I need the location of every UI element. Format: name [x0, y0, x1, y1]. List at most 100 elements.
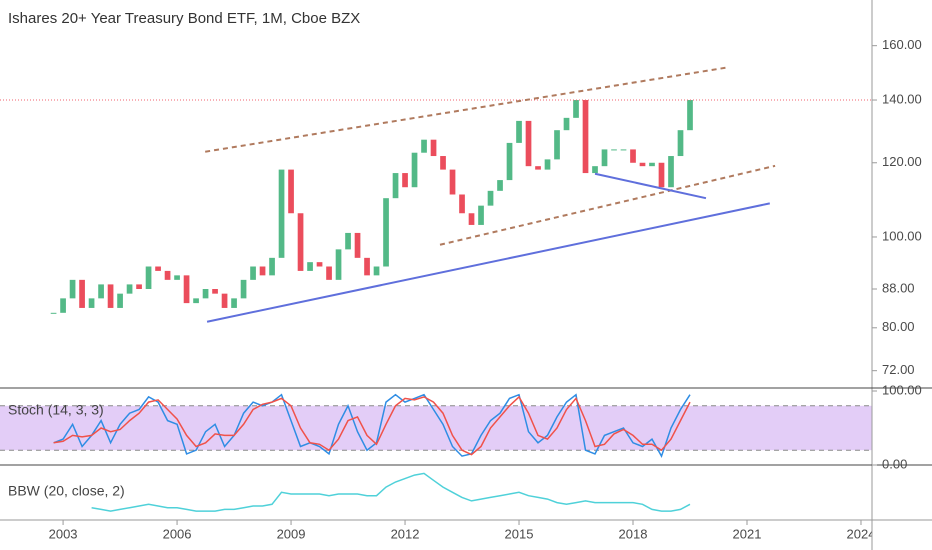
y-tick-label: 120.00: [882, 154, 922, 169]
candle: [335, 249, 342, 280]
series-line: [53, 393, 691, 458]
candle: [221, 293, 228, 308]
chart-title: Ishares 20+ Year Treasury Bond ETF, 1M, …: [8, 10, 360, 27]
candle: [582, 100, 589, 174]
candle: [668, 156, 674, 188]
y-tick-label: 100.00: [882, 382, 922, 397]
candle: [573, 100, 579, 118]
candle: [88, 298, 95, 308]
trend-line: [439, 164, 776, 246]
candle: [516, 120, 522, 143]
candle: [155, 266, 161, 271]
trend-line: [594, 172, 707, 200]
x-tick-label: 2009: [277, 526, 306, 541]
candle: [630, 149, 636, 163]
candle: [506, 142, 513, 181]
candle: [535, 166, 541, 170]
candle: [620, 149, 627, 151]
candle: [212, 289, 218, 294]
candle: [50, 312, 57, 314]
candle: [449, 169, 456, 195]
pane-title: BBW (20, close, 2): [8, 483, 125, 499]
candle: [316, 262, 323, 267]
candle: [98, 284, 104, 299]
y-tick-label: 160.00: [882, 37, 922, 52]
x-tick-label: 2006: [163, 526, 192, 541]
candle: [174, 275, 180, 280]
candle: [126, 284, 133, 294]
candle: [345, 232, 351, 250]
candle: [459, 194, 465, 214]
candle: [240, 279, 247, 299]
series-line: [53, 395, 691, 456]
candle: [259, 266, 266, 276]
candle: [611, 149, 617, 151]
candle: [649, 162, 655, 167]
candle: [421, 139, 427, 153]
candle: [411, 152, 418, 188]
candle: [525, 120, 532, 167]
candle: [117, 293, 123, 308]
trend-line: [206, 202, 770, 323]
candle: [658, 162, 665, 188]
candle: [440, 156, 446, 170]
y-tick-label: 140.00: [882, 91, 922, 106]
candle: [193, 298, 199, 304]
candle: [250, 266, 256, 280]
candle: [288, 169, 294, 214]
y-tick-label: 100.00: [882, 228, 922, 243]
x-tick-label: 2018: [619, 526, 648, 541]
candle: [373, 266, 380, 276]
y-tick-label: 88.00: [882, 280, 915, 295]
pane-title: Stoch (14, 3, 3): [8, 402, 104, 418]
candle: [107, 284, 114, 308]
candle: [269, 257, 275, 276]
y-tick-label: 80.00: [882, 319, 915, 334]
plot-area: 2003 2006 2009 2012 2015 2018 2021 2024: [0, 66, 876, 541]
series-line: [91, 472, 691, 512]
candle: [79, 279, 85, 308]
candle: [364, 257, 370, 276]
candle: [601, 149, 608, 167]
candle: [544, 159, 551, 170]
candle: [231, 298, 237, 308]
x-tick-label: 2015: [505, 526, 534, 541]
candle: [60, 298, 66, 313]
candle: [639, 162, 646, 167]
candle: [183, 275, 190, 304]
x-tick-label: 2021: [733, 526, 762, 541]
x-tick-label: 2024: [847, 526, 876, 541]
x-tick-label: 2012: [391, 526, 420, 541]
candle: [497, 180, 503, 191]
candle: [145, 266, 152, 290]
candle: [278, 169, 285, 258]
candle: [554, 130, 560, 160]
y-tick-label: 72.00: [882, 362, 915, 377]
candle: [202, 289, 209, 299]
labels: Ishares 20+ Year Treasury Bond ETF, 1M, …: [8, 10, 360, 499]
candle: [592, 166, 598, 174]
candle: [307, 262, 313, 271]
trend-line: [205, 66, 729, 153]
x-tick-label: 2003: [49, 526, 78, 541]
candle: [687, 100, 693, 131]
candle: [354, 232, 361, 258]
candle: [487, 190, 494, 206]
y-tick-label: 0.00: [882, 456, 907, 471]
candle: [326, 266, 332, 280]
candle: [468, 213, 475, 225]
candle: [430, 139, 437, 157]
candle: [164, 270, 171, 280]
candle: [297, 213, 304, 271]
candle: [677, 130, 684, 157]
candle: [69, 279, 76, 299]
candle: [392, 173, 399, 199]
candle: [136, 284, 142, 290]
candle: [402, 173, 408, 188]
candle: [563, 117, 570, 131]
candle: [383, 198, 389, 267]
candle: [478, 205, 484, 225]
